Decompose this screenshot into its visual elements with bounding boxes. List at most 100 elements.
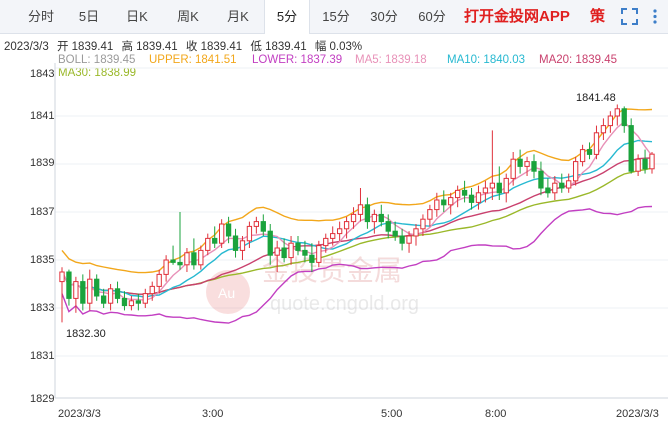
candle	[212, 226, 218, 248]
quote-info: 2023/3/3 开 1839.41 高 1839.41 收 1839.41 低…	[4, 38, 367, 54]
candle	[260, 214, 266, 236]
candle-body-up	[73, 281, 79, 299]
candle-body-up	[156, 273, 162, 287]
tab-timeshare[interactable]: 分时	[27, 9, 54, 24]
candle-body-down	[385, 221, 391, 232]
candle	[232, 228, 239, 258]
tab-5min[interactable]: 5分	[264, 0, 310, 34]
candle-body-down	[399, 235, 405, 244]
candle	[572, 156, 579, 186]
candle	[642, 149, 648, 174]
tab-30min[interactable]: 30分	[370, 9, 398, 24]
candle-body-down	[586, 149, 593, 155]
candle-body-up	[288, 242, 294, 259]
ma5-line	[61, 120, 653, 302]
tab-monthly-k[interactable]: 月K	[227, 9, 249, 24]
candle-body-up	[482, 187, 489, 194]
indicator-lines	[61, 108, 653, 324]
candle	[80, 274, 86, 311]
tab-daily-k[interactable]: 日K	[126, 9, 148, 24]
candle-body-up	[406, 235, 412, 244]
more-icon[interactable]	[648, 8, 662, 25]
candle-body-down	[559, 182, 565, 189]
candle	[434, 192, 440, 217]
candle	[399, 228, 405, 251]
legend-upper: UPPER: 1841.51	[149, 54, 237, 66]
candle-body-up	[454, 189, 461, 199]
candle-body-up	[524, 161, 530, 167]
candle	[163, 255, 169, 282]
candle	[357, 188, 364, 222]
candle	[198, 245, 204, 270]
tab-5day[interactable]: 5日	[78, 9, 100, 24]
candle	[635, 154, 641, 176]
candle	[496, 166, 502, 200]
candle-body-down	[135, 300, 142, 304]
candle	[364, 197, 371, 229]
quote-amplitude: 幅 0.03%	[314, 41, 363, 53]
candle	[246, 221, 253, 248]
candle	[281, 238, 287, 263]
legend-ma5: MA5: 1839.18	[355, 54, 427, 66]
candle-body-up	[503, 177, 509, 194]
candle-body-up	[420, 218, 426, 230]
candle	[135, 293, 142, 311]
candle	[482, 180, 489, 203]
candle	[66, 269, 72, 306]
candle-body-down	[267, 230, 273, 256]
candle	[371, 209, 378, 234]
y-tick-label: 1831	[30, 350, 55, 362]
open-app-link[interactable]: 打开金投网APP	[464, 8, 570, 25]
candle-body-down	[232, 235, 239, 251]
candle	[586, 142, 593, 160]
candle-body-down	[94, 278, 100, 297]
fullscreen-icon[interactable]	[621, 8, 638, 25]
watermark: Au 金投贵金属 quote.cngold.org	[206, 254, 419, 315]
candle-body-down	[378, 213, 384, 223]
y-tick-label: 1843	[30, 68, 55, 80]
y-tick-label: 1829	[30, 393, 55, 405]
y-tick-label: 1839	[30, 157, 55, 169]
candle-body-up	[330, 233, 336, 239]
tab-weekly-k[interactable]: 周K	[177, 9, 199, 24]
candle	[156, 269, 162, 294]
candle	[350, 207, 357, 229]
candle	[149, 281, 155, 301]
candle-body-up	[198, 249, 204, 266]
candle	[295, 236, 301, 256]
candle-body-down	[621, 108, 627, 127]
candle-body-down	[114, 288, 121, 299]
quote-date: 2023/3/3	[4, 41, 49, 53]
candle	[128, 296, 135, 311]
candle-body-down	[468, 194, 475, 203]
candle	[114, 281, 121, 304]
tab-60min[interactable]: 60分	[418, 9, 446, 24]
candle	[531, 154, 537, 179]
candle-body-up	[357, 204, 364, 215]
candle	[73, 276, 79, 313]
ma10-line	[61, 139, 653, 298]
candle	[621, 106, 627, 133]
candle	[392, 221, 398, 241]
period-tab-bar: 分时 5日 日K 周K 月K 5分 15分 30分 60分 打开金投网APP 策	[0, 0, 668, 34]
candle-body-down	[538, 170, 544, 189]
candle	[566, 173, 572, 193]
candle-body-up	[593, 132, 600, 155]
candle	[59, 267, 65, 323]
candle	[267, 224, 273, 265]
candle-body-up	[448, 197, 454, 206]
candle-body-down	[302, 249, 308, 256]
candle-body-down	[545, 187, 551, 194]
candle	[579, 144, 586, 167]
tab-15min[interactable]: 15分	[322, 9, 350, 24]
candle	[552, 176, 558, 200]
candle	[510, 152, 516, 186]
quote-open: 开 1839.41	[56, 41, 114, 53]
candle-body-down	[260, 221, 266, 232]
strategy-button[interactable]: 策	[590, 8, 606, 25]
candle-body-down	[364, 204, 371, 223]
candle	[288, 236, 294, 265]
watermark-logo-circle	[206, 270, 250, 314]
legend-boll: BOLL: 1839.45	[58, 54, 136, 66]
